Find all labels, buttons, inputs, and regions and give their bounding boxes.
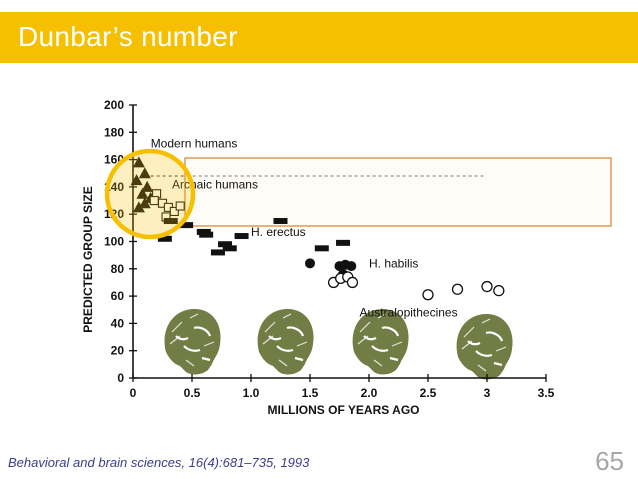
y-tick-label: 80 (111, 262, 125, 276)
x-tick-label: 1.0 (243, 386, 260, 400)
y-tick-label: 200 (104, 98, 124, 112)
x-tick-label: 3 (484, 386, 491, 400)
slide-title: Dunbar’s number (18, 21, 238, 52)
x-tick-label: 2.0 (361, 386, 378, 400)
highlight-circle (104, 148, 196, 240)
x-axis-label: MILLIONS OF YEARS AGO (267, 403, 419, 417)
y-tick-label: 20 (111, 344, 125, 358)
h-erectus-marker (163, 218, 178, 225)
y-axis-label: PREDICTED GROUP SIZE (81, 186, 95, 332)
australopithecines-marker (481, 280, 493, 293)
australopithecines-marker (451, 283, 464, 295)
skull-illustration-3 (352, 308, 409, 375)
series-annotation-label: Modern humans (151, 136, 238, 150)
x-tick-label: 3.5 (538, 386, 555, 400)
y-tick-label: 0 (117, 371, 124, 385)
highlight-box (184, 157, 612, 227)
h-erectus-marker (222, 245, 237, 252)
citation-text: Behavioral and brain sciences, 16(4):681… (8, 455, 310, 470)
h-erectus-marker (179, 222, 194, 229)
modern-humans-marker (132, 201, 145, 213)
h-erectus-marker (336, 239, 351, 246)
archaic-humans-marker (149, 196, 159, 206)
modern-humans-marker (138, 167, 151, 179)
modern-humans-marker (141, 180, 154, 192)
modern-humans-marker (130, 174, 143, 186)
h-habilis-marker (305, 258, 315, 269)
x-tick-label: 0.5 (184, 386, 201, 400)
modern-humans-marker (138, 197, 151, 209)
skull-illustration-4 (456, 313, 513, 380)
x-tick-label: 1.5 (302, 386, 319, 400)
x-tick-label: 2.5 (420, 386, 437, 400)
slide-number: 65 (595, 446, 624, 476)
y-tick-label: 60 (111, 289, 125, 303)
australopithecines-marker (493, 284, 505, 297)
series-annotation-label: Australopithecines (360, 306, 458, 320)
h-habilis-marker (346, 261, 357, 272)
skull-illustration-2 (257, 308, 314, 375)
h-erectus-marker (314, 245, 329, 252)
modern-humans-marker (136, 187, 149, 199)
h-erectus-marker (273, 218, 288, 225)
h-erectus-marker (234, 233, 249, 240)
archaic-humans-marker (175, 201, 185, 211)
y-tick-label: 40 (111, 316, 125, 330)
title-bar: Dunbar’s number (0, 12, 638, 63)
series-annotation-label: H. erectus (251, 225, 306, 239)
skull-illustration-1 (164, 308, 221, 375)
h-erectus-marker (199, 231, 214, 238)
series-annotation-label: H. habilis (369, 256, 418, 270)
archaic-humans-marker (169, 206, 179, 217)
australopithecines-marker (422, 289, 434, 301)
y-tick-label: 180 (104, 125, 124, 139)
modern-humans-marker (132, 156, 145, 168)
h-erectus-marker (218, 241, 233, 248)
y-tick-label: 100 (104, 235, 124, 249)
h-erectus-marker (210, 249, 225, 256)
x-tick-label: 0 (130, 386, 137, 400)
open-circle-marker (346, 276, 359, 289)
h-erectus-marker (157, 235, 172, 242)
